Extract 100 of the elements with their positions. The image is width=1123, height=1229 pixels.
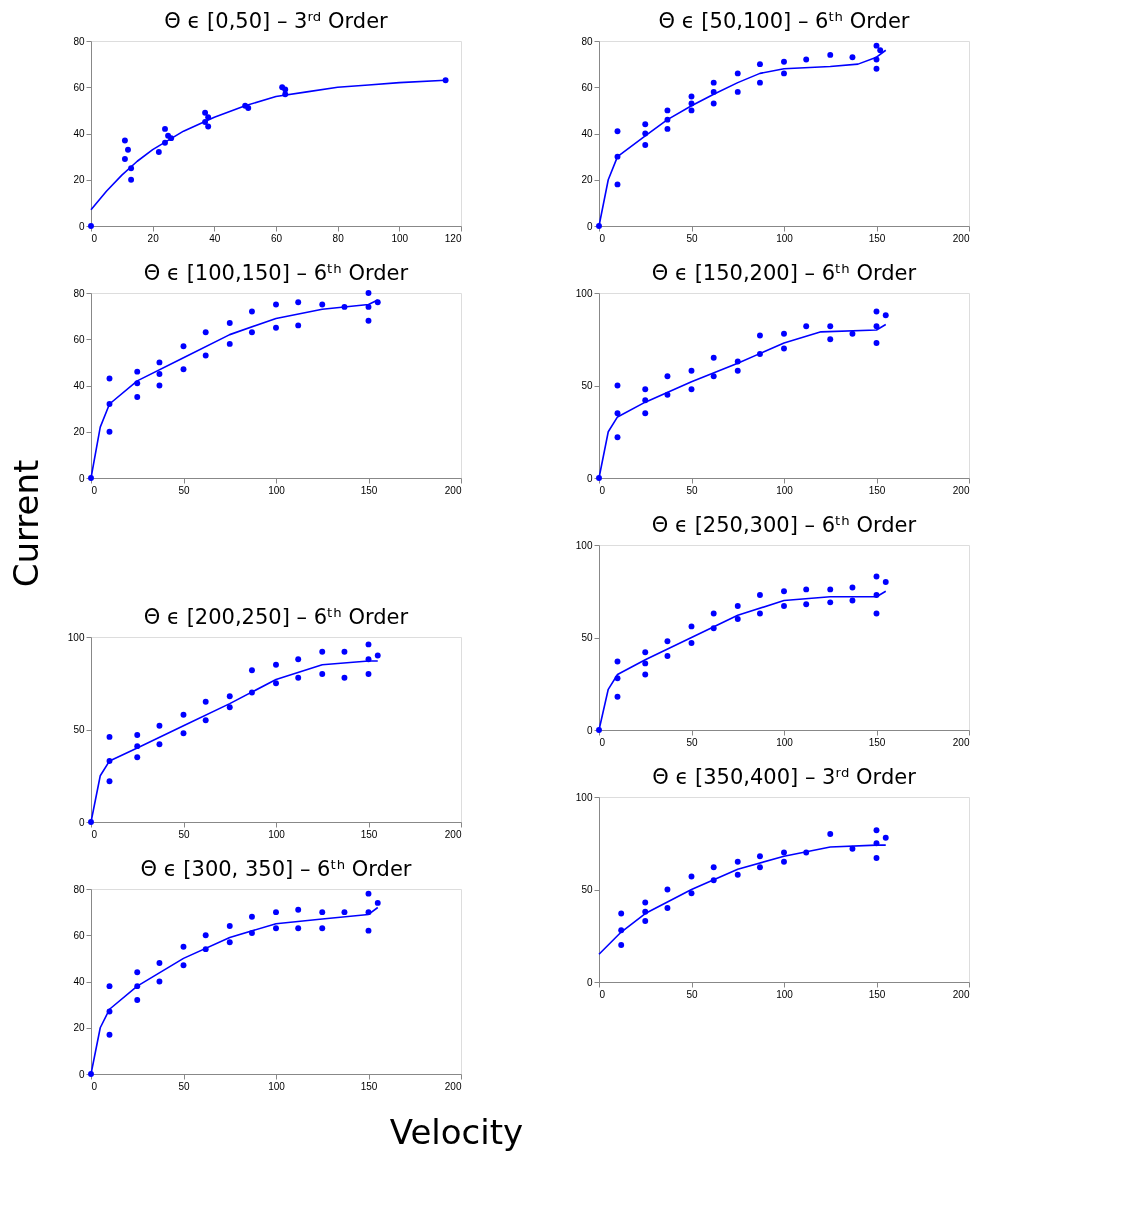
point [664,638,671,645]
point [710,864,717,871]
point [849,597,856,604]
point [365,641,372,648]
y-tick-label: 40 [73,128,85,139]
point [756,853,763,860]
point [226,693,233,700]
point [688,640,695,646]
point [205,114,212,121]
point [341,648,348,655]
x-tick-label: 100 [776,232,794,244]
x-tick-label: 100 [776,736,794,748]
x-axis-title: Velocity [389,1111,524,1152]
point [781,345,787,352]
x-tick-label: 0 [91,828,98,840]
y-tick-label: 50 [581,380,593,391]
y-tick-label: 20 [73,1022,85,1034]
point [365,317,372,324]
line-series [598,49,887,227]
point [756,592,763,598]
point [873,323,880,330]
line-series [598,590,887,731]
x-tick-label: 200 [952,988,970,1000]
point [688,873,695,880]
x-tick-label: 150 [868,736,886,748]
point [155,149,162,155]
y-tick-label: 50 [581,884,593,895]
y-tick-label: 20 [73,426,85,438]
x-tick-label: 0 [599,988,606,1000]
y-tick-label: 60 [581,81,593,93]
x-tick-label: 60 [270,232,283,244]
x-tick-label: 150 [868,232,886,244]
point [180,343,187,350]
point [642,649,649,656]
point [614,382,621,389]
point [273,324,279,331]
point [248,667,255,674]
point [873,855,880,861]
point [664,653,671,659]
y-tick-label: 0 [586,976,593,988]
point [756,332,763,339]
point [319,671,326,677]
point [734,88,741,95]
point [365,890,372,897]
point [781,849,787,856]
point [365,927,372,934]
y-axis-title: Current [6,459,47,588]
point [156,741,163,748]
point [106,778,113,785]
x-tick-label: 20 [147,232,160,244]
y-tick-label: 100 [575,539,593,551]
point [134,394,141,401]
point [442,77,449,84]
x-tick-label: 150 [360,484,378,496]
point [642,918,649,924]
x-tick-label: 0 [599,232,606,244]
point [319,648,326,655]
line-series [90,299,379,479]
point [156,370,163,377]
point [642,121,649,128]
y-tick-label: 20 [581,174,593,186]
point [642,386,649,393]
x-tick-label: 100 [776,988,794,1000]
point [618,910,625,917]
point [642,410,649,417]
point [710,79,717,86]
x-tick-label: 80 [332,232,345,244]
point [803,586,810,593]
chart-title: Θ ϵ [250,300] – 6ᵗʰ Order [651,513,917,537]
x-tick-label: 200 [952,484,970,496]
y-tick-label: 60 [73,333,85,345]
point [710,373,717,380]
point [756,864,763,871]
chart-title: Θ ϵ [50,100] – 6ᵗʰ Order [658,9,910,33]
chart-title: Θ ϵ [300, 350] – 6ᵗʰ Order [140,857,412,881]
point [226,704,233,711]
point [873,827,880,834]
point [756,61,763,68]
point [226,340,233,347]
point [664,125,671,132]
x-tick-label: 40 [209,232,221,244]
x-tick-label: 150 [360,1080,378,1092]
point [734,603,741,609]
point [873,308,880,315]
point [734,367,741,374]
point [273,301,279,308]
y-tick-label: 0 [586,724,593,736]
point [642,660,649,667]
point [664,886,671,893]
chart-title: Θ ϵ [150,200] – 6ᵗʰ Order [651,261,917,285]
point [273,680,279,687]
point [365,671,372,677]
x-tick-label: 200 [444,828,462,840]
point [781,70,787,77]
point [688,386,695,393]
point [226,320,233,327]
x-tick-label: 100 [391,232,409,244]
point [295,674,302,681]
point [365,290,372,296]
point [849,54,856,61]
